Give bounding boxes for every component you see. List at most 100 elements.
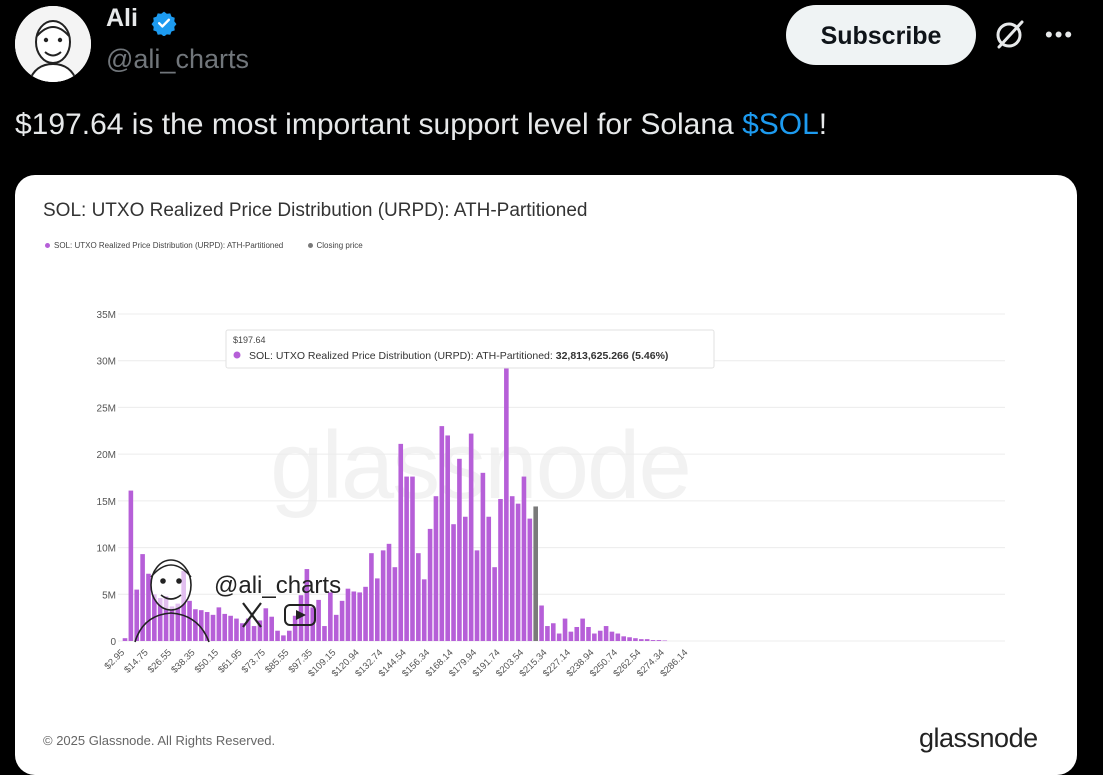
urpd-bar	[181, 570, 186, 641]
tooltip-value: 32,813,625.266 (5.46%)	[556, 350, 669, 362]
tooltip-series-label: SOL: UTXO Realized Price Distribution (U…	[249, 350, 556, 362]
more-options-icon[interactable]: •••	[1045, 22, 1075, 47]
urpd-bar	[410, 476, 415, 641]
urpd-bar	[615, 633, 621, 641]
urpd-bar	[545, 626, 550, 641]
urpd-bar	[498, 498, 503, 641]
author-handle[interactable]: @ali_charts	[106, 44, 249, 74]
urpd-bar	[539, 605, 544, 641]
urpd-bar	[275, 630, 280, 641]
urpd-bar	[504, 332, 509, 641]
urpd-bar	[204, 612, 210, 641]
y-axis-ticks: 0 5M 10M 15M 20M 25M 30M 35M	[97, 310, 117, 648]
urpd-bar	[228, 615, 233, 641]
urpd-bar	[521, 476, 527, 641]
urpd-bar	[198, 610, 204, 641]
urpd-bar	[298, 595, 304, 641]
urpd-bar	[603, 626, 609, 641]
cashtag-link[interactable]: $SOL	[742, 108, 819, 141]
urpd-bar	[486, 516, 492, 641]
urpd-bar	[427, 528, 433, 641]
chart-title: SOL: UTXO Realized Price Distribution (U…	[43, 200, 588, 221]
legend-item-urpd: SOL: UTXO Realized Price Distribution (U…	[45, 241, 283, 250]
legend-dot-urpd	[45, 243, 50, 249]
chart-image-card[interactable]: SOL: UTXO Realized Price Distribution (U…	[15, 175, 1077, 775]
urpd-bar	[175, 603, 181, 641]
urpd-bar	[386, 543, 392, 641]
urpd-bar	[398, 443, 404, 641]
urpd-bar	[462, 516, 468, 641]
urpd-bar	[187, 600, 192, 641]
urpd-bar	[445, 435, 450, 641]
urpd-bar	[556, 633, 562, 641]
chart-bars	[122, 332, 668, 642]
urpd-bar	[357, 592, 362, 641]
grok-icon[interactable]	[993, 18, 1027, 52]
urpd-bar	[122, 638, 128, 641]
urpd-bar	[492, 567, 497, 641]
legend-label-closing: Closing price	[316, 241, 363, 250]
tweet-text: $197.64 is the most important support le…	[15, 108, 827, 142]
x-tick-label: $73.75	[240, 647, 268, 675]
urpd-bar	[656, 640, 662, 641]
x-tick-label: $14.75	[122, 647, 150, 675]
avatar[interactable]	[15, 6, 91, 82]
urpd-bar	[374, 578, 380, 641]
x-tick-label: $38.35	[169, 647, 197, 675]
urpd-bar	[633, 638, 638, 641]
urpd-bar	[562, 618, 568, 641]
urpd-bar	[210, 614, 216, 641]
chart-tooltip: $197.64 SOL: UTXO Realized Price Distrib…	[225, 329, 715, 369]
urpd-bar	[263, 608, 269, 641]
y-tick-label: 10M	[97, 544, 116, 555]
x-axis-ticks: $2.95$14.75$26.55$38.35$50.15$61.95$73.7…	[103, 647, 691, 679]
y-tick-label: 15M	[97, 497, 116, 508]
urpd-bar	[621, 636, 626, 641]
legend-dot-closing	[307, 243, 313, 249]
urpd-bar	[527, 518, 533, 641]
ali-charts-overlay: @ali_charts	[134, 559, 341, 643]
urpd-bar	[639, 639, 644, 641]
y-tick-label: 0	[110, 637, 116, 648]
urpd-bar	[439, 426, 445, 641]
urpd-bar	[363, 586, 368, 641]
tweet-text-main: $197.64 is the most important support le…	[15, 108, 743, 141]
urpd-bar	[328, 592, 333, 641]
overlay-handle-text: @ali_charts	[214, 572, 341, 599]
chart-watermark: glassnode	[270, 412, 690, 519]
urpd-bar	[292, 615, 298, 641]
subscribe-button[interactable]: Subscribe	[786, 5, 976, 65]
urpd-bar	[392, 567, 398, 641]
author-name[interactable]: Ali	[106, 4, 138, 32]
urpd-bar	[240, 623, 245, 641]
urpd-bar	[568, 631, 574, 641]
tweet-text-end: !	[818, 108, 828, 141]
legend-item-closing: Closing price	[307, 241, 363, 250]
urpd-bar	[597, 630, 603, 641]
urpd-bar	[468, 433, 474, 641]
urpd-bar	[245, 618, 251, 641]
x-tick-label: $61.95	[216, 647, 244, 675]
urpd-bar	[416, 553, 421, 641]
urpd-bar	[457, 458, 462, 641]
urpd-bar	[146, 573, 151, 641]
urpd-chart: glassnode 0 5M 10M 15M 20M 25M 30M 35M $2.95$14…	[97, 310, 1005, 679]
urpd-bar	[157, 598, 163, 641]
urpd-bar	[333, 614, 339, 641]
urpd-bar	[281, 635, 286, 641]
urpd-bar	[451, 524, 456, 641]
urpd-bar	[509, 496, 515, 641]
urpd-bar	[222, 613, 228, 641]
y-tick-label: 20M	[97, 450, 116, 461]
verified-badge-icon	[151, 11, 177, 36]
urpd-bar	[650, 640, 656, 641]
urpd-bar	[251, 626, 257, 641]
urpd-bar	[286, 630, 292, 641]
urpd-bar	[193, 609, 198, 641]
urpd-bar	[369, 553, 374, 641]
urpd-bar	[316, 599, 321, 641]
urpd-bar	[163, 596, 169, 641]
urpd-bar	[339, 600, 345, 641]
tooltip-series-dot	[233, 351, 241, 359]
urpd-bar	[380, 550, 386, 641]
